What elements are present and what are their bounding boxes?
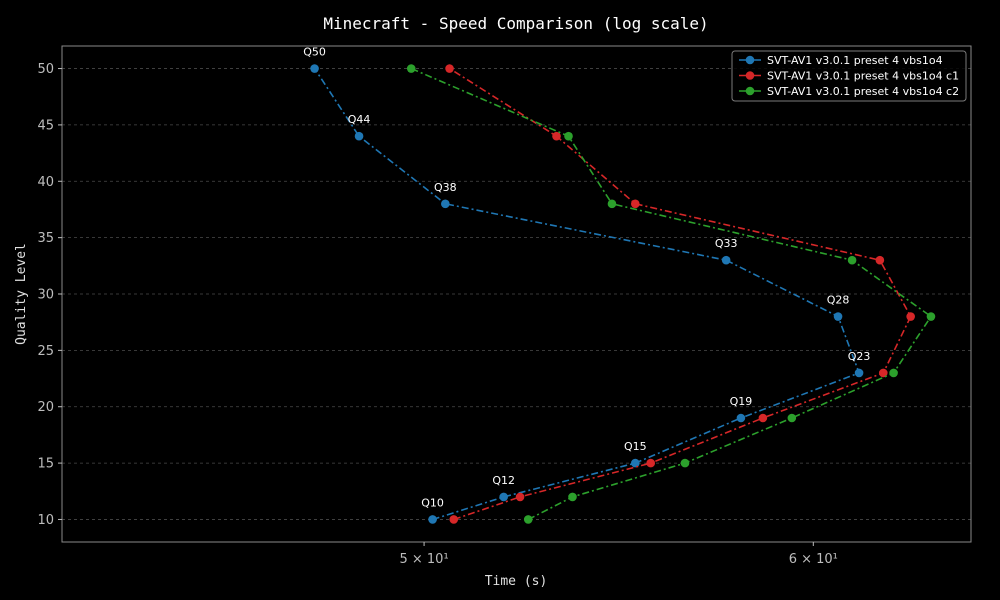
y-tick-label: 45: [37, 118, 54, 133]
series-1: [445, 64, 915, 524]
y-tick-label: 20: [37, 400, 54, 415]
data-point: [564, 131, 573, 141]
data-point: [354, 131, 364, 141]
data-point: [758, 413, 768, 423]
y-tick-label: 15: [37, 457, 54, 472]
data-point: [646, 458, 656, 468]
legend-swatch-marker: [745, 86, 755, 96]
data-point: [889, 368, 898, 378]
legend-label: SVT-AV1 v3.0.1 preset 4 vbs1o4 c1: [767, 70, 959, 83]
point-label: Q10: [421, 496, 444, 509]
data-point: [630, 458, 640, 468]
data-point: [607, 199, 617, 209]
data-point: [568, 492, 577, 502]
series-line: [410, 67, 933, 521]
series-line: [313, 68, 861, 521]
data-point: [499, 492, 508, 502]
data-point: [523, 515, 533, 524]
data-point: [515, 492, 525, 502]
data-point: [736, 413, 746, 423]
data-point: [406, 64, 416, 73]
legend-label: SVT-AV1 v3.0.1 preset 4 vbs1o4 c2: [767, 85, 959, 98]
axis-ticks: 10 15 20 25 30 35 40 45 50 5 × 10¹ 6 × 10¹: [37, 62, 837, 567]
legend-label: SVT-AV1 v3.0.1 preset 4 vbs1o4: [767, 54, 943, 67]
legend-swatch-marker: [745, 55, 755, 65]
data-point: [879, 368, 888, 378]
y-tick-label: 40: [37, 175, 54, 190]
y-tick-label: 50: [37, 62, 54, 77]
point-annotations: Q10 Q12 Q15 Q19 Q23 Q28 Q33 Q38 Q44 Q50: [303, 46, 870, 510]
legend-swatch-marker: [745, 71, 755, 80]
data-point: [680, 458, 690, 468]
y-tick-label: 25: [37, 344, 54, 359]
legend: SVT-AV1 v3.0.1 preset 4 vbs1o4 SVT-AV1 v3…: [731, 50, 967, 102]
legend-item: SVT-AV1 v3.0.1 preset 4 vbs1o4 c1: [739, 70, 959, 83]
point-label: Q15: [624, 440, 647, 453]
series-line: [449, 67, 912, 521]
point-label: Q38: [434, 181, 457, 194]
legend-item: SVT-AV1 v3.0.1 preset 4 vbs1o4 c2: [739, 85, 959, 98]
data-point: [854, 368, 864, 378]
point-label: Q12: [492, 474, 515, 487]
data-point: [445, 64, 454, 73]
x-axis-label: Time (s): [485, 574, 548, 589]
data-point: [630, 199, 640, 209]
data-point: [833, 312, 843, 321]
data-point: [428, 515, 437, 524]
data-point: [449, 515, 459, 524]
point-label: Q50: [303, 46, 326, 59]
y-tick-label: 10: [37, 513, 54, 528]
data-point: [441, 199, 450, 209]
data-point: [552, 131, 561, 141]
series-group: [310, 64, 936, 524]
data-point: [310, 64, 319, 73]
point-label: Q23: [848, 350, 871, 363]
data-point: [906, 312, 915, 321]
point-label: Q19: [730, 395, 753, 408]
data-point: [787, 413, 797, 423]
chart-title: Minecraft - Speed Comparison (log scale): [323, 14, 708, 33]
legend-item: SVT-AV1 v3.0.1 preset 4 vbs1o4: [739, 54, 943, 67]
x-tick-label: 6 × 10¹: [789, 552, 838, 567]
y-axis-label: Quality Level: [14, 243, 29, 345]
point-label: Q44: [348, 113, 371, 126]
series-2: [406, 64, 936, 524]
series-0: [310, 64, 864, 524]
data-point: [721, 255, 731, 265]
point-label: Q33: [715, 237, 738, 250]
data-point: [926, 312, 936, 321]
legend-box: [731, 50, 967, 102]
x-tick-label: 5 × 10¹: [399, 552, 448, 567]
y-tick-label: 35: [37, 231, 54, 246]
data-point: [847, 255, 857, 265]
y-tick-label: 30: [37, 288, 54, 303]
data-point: [875, 255, 885, 265]
point-label: Q28: [827, 294, 850, 307]
